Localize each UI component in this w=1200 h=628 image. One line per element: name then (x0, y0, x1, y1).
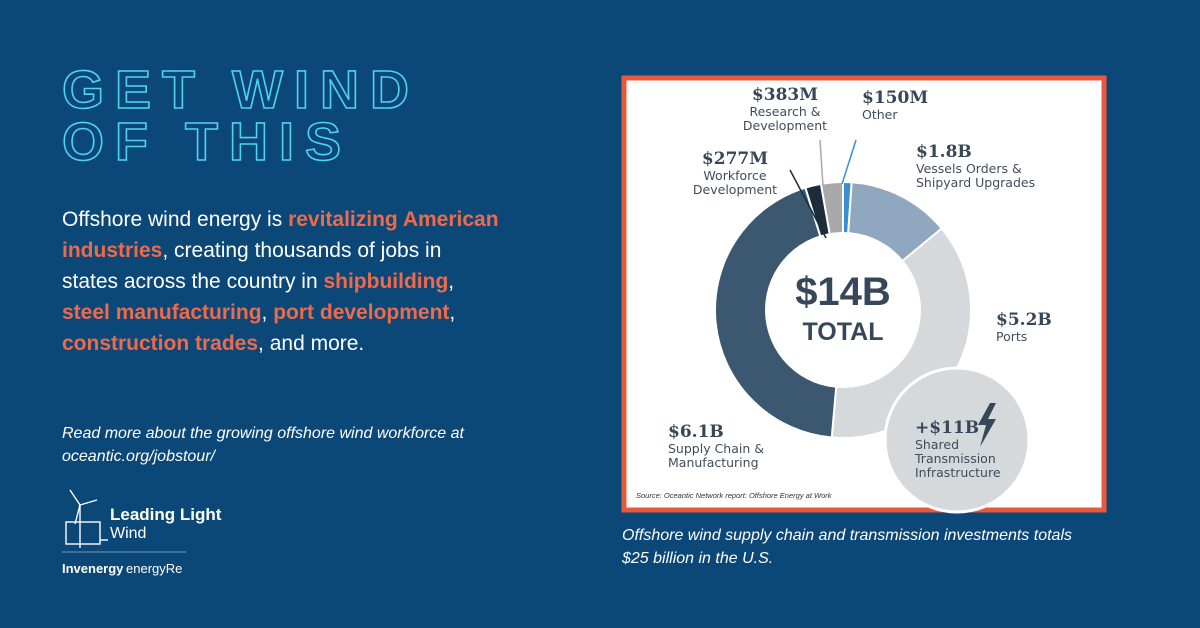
read-more: Read more about the growing offshore win… (62, 425, 464, 465)
logo-name: Leading Light (110, 505, 222, 524)
category-label: Vessels Orders & Shipyard Upgrades (916, 161, 1036, 190)
caption: Offshore wind supply chain and transmiss… (622, 527, 1072, 567)
text: , creating thousands of jobs in states a… (62, 239, 442, 293)
heading-line: OF THIS (62, 112, 352, 172)
emphasis-text: steel manufacturing (62, 301, 262, 324)
logo-name: Wind (110, 525, 146, 542)
value-label: $150M (862, 88, 929, 108)
donut-hole (765, 232, 921, 388)
heading-line: GET WIND (62, 60, 420, 120)
leader-line (789, 169, 827, 239)
slice-label: $6.1B Supply Chain & Manufacturing (668, 422, 764, 470)
category-label: Research & Development (742, 104, 828, 133)
text: , and more. (258, 332, 365, 355)
slice-label: $5.2B Ports (996, 310, 1052, 344)
value-label: $6.1B (668, 422, 724, 442)
partner: energyRe (126, 561, 182, 576)
leader-line (819, 139, 824, 187)
slice-label: $150M Other (862, 88, 928, 122)
leader-line (841, 139, 857, 185)
annotation-text: Shared Transmission Infrastructure (915, 437, 1001, 480)
center-label: $14B (795, 270, 891, 314)
value-label: $1.8B (916, 142, 972, 162)
source: Source: Oceantic Network report: Offshor… (636, 491, 833, 500)
slice-label: $1.8B Vessels Orders & Shipyard Upgrades (916, 142, 1035, 190)
category-label: Other (862, 107, 898, 122)
category-label: Ports (996, 329, 1028, 344)
slice-label: $383M Research & Development (720, 85, 850, 133)
category-label: Workforce Development (692, 168, 778, 197)
annotation: +$11B Shared Transmission Infrastructure (915, 418, 1001, 480)
emphasis-text: port development (273, 301, 450, 324)
partner: Invenergy (62, 561, 124, 576)
value-label: $277M (701, 149, 769, 169)
text: , (261, 301, 274, 324)
emphasis-text: shipbuilding (323, 270, 449, 293)
text: Offshore wind energy is (62, 208, 289, 231)
value-label: $383M (751, 85, 819, 105)
slice-label: $277M Workforce Development (670, 149, 800, 197)
category-label: Supply Chain & Manufacturing (668, 441, 764, 470)
value-label: $5.2B (996, 310, 1052, 330)
annotation-value: +$11B (915, 418, 980, 438)
text: , (448, 270, 455, 293)
emphasis-text: construction trades (62, 332, 259, 355)
center-label: TOTAL (802, 318, 883, 346)
logo-icon (65, 489, 108, 548)
bolt-icon (978, 403, 996, 447)
text: , (449, 301, 456, 324)
emphasis-text: revitalizing American industries (62, 208, 499, 262)
body-text: Offshore wind energy is revitalizing Ame… (62, 204, 502, 359)
